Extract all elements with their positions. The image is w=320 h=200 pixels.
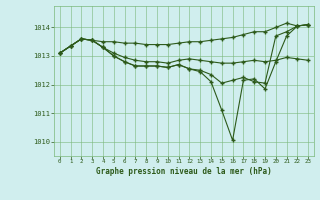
X-axis label: Graphe pression niveau de la mer (hPa): Graphe pression niveau de la mer (hPa) — [96, 167, 272, 176]
